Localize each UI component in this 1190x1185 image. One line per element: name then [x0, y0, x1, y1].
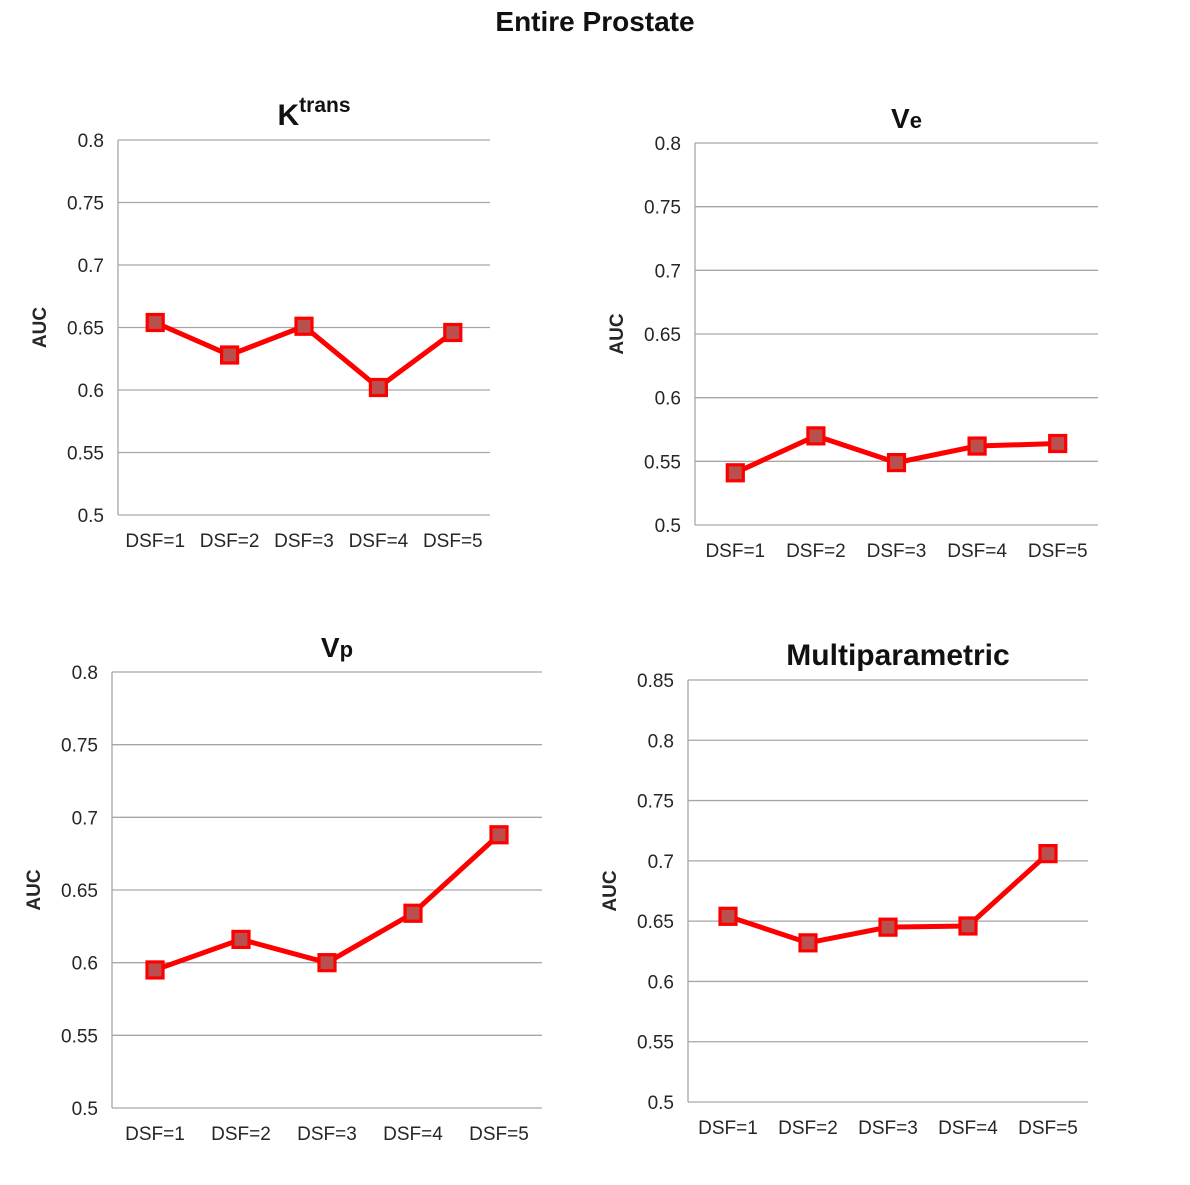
data-point-marker	[294, 316, 314, 336]
data-point-marker	[145, 960, 165, 980]
chart-panel-ktrans: 0.5 0.55 0.6 0.65 0.7 0.75 0.8 DSF=1 DSF=2 DSF=3 D…	[20, 72, 560, 577]
data-point-marker	[886, 453, 907, 473]
chart-title: Vp	[321, 632, 353, 663]
x-tick-label: DSF=4	[947, 541, 1007, 562]
y-tick-label: 0.7	[72, 808, 98, 829]
chart-title: Ve	[891, 103, 922, 134]
data-point-marker	[403, 903, 423, 923]
data-point-marker	[1048, 433, 1068, 454]
y-tick-label: 0.8	[655, 134, 681, 155]
y-tick-label: 0.5	[655, 516, 681, 537]
data-point-marker	[368, 377, 388, 398]
data-point-marker	[725, 463, 745, 483]
data-point-marker	[798, 933, 818, 953]
y-tick-label: 0.8	[72, 663, 98, 684]
y-tick-label: 0.65	[61, 881, 98, 902]
data-point-marker	[958, 916, 978, 936]
chart-title: Ktrans	[277, 94, 350, 132]
y-axis-title: AUC	[24, 869, 45, 910]
chart-panel-vp: 0.5 0.55 0.6 0.65 0.7 0.75 0.8 DSF=1 DSF=2 DSF=3 D…	[20, 610, 580, 1170]
x-tick-label: DSF=3	[867, 541, 927, 562]
chart-panel-ve: 0.5 0.55 0.6 0.65 0.7 0.75 0.8 DSF=1 DSF=2 DSF=3 D…	[600, 72, 1145, 582]
y-tick-label: 0.65	[644, 325, 681, 346]
y-tick-label: 0.75	[67, 194, 104, 215]
y-tick-label: 0.5	[648, 1093, 674, 1114]
x-tick-label: DSF=5	[423, 531, 483, 552]
y-tick-label: 0.6	[72, 954, 98, 975]
y-tick-label: 0.55	[67, 444, 104, 465]
chart-svg-vp: 0.5 0.55 0.6 0.65 0.7 0.75 0.8 DSF=1 DSF=2 DSF=3 D…	[24, 632, 542, 1145]
data-point-marker	[718, 906, 738, 926]
x-tick-label: DSF=4	[938, 1118, 998, 1139]
data-point-marker	[1038, 844, 1058, 864]
chart-title: Multiparametric	[786, 639, 1009, 672]
data-point-marker	[967, 436, 987, 456]
y-tick-label: 0.55	[61, 1026, 98, 1047]
figure-title: Entire Prostate	[495, 6, 695, 37]
y-tick-label: 0.7	[648, 852, 674, 873]
x-tick-label: DSF=1	[125, 531, 185, 552]
x-tick-label: DSF=3	[297, 1124, 357, 1145]
chart-svg-ve: 0.5 0.55 0.6 0.65 0.7 0.75 0.8 DSF=1 DSF=2 DSF=3 D…	[607, 103, 1098, 562]
x-tick-label: DSF=1	[125, 1124, 185, 1145]
chart-panel-multiparametric: 0.5 0.55 0.6 0.65 0.7 0.75 0.8 0.85 DSF=1 DSF=2 DS…	[600, 610, 1160, 1165]
y-axis-title: AUC	[600, 870, 621, 911]
x-tick-label: DSF=3	[274, 531, 334, 552]
x-tick-label: DSF=1	[705, 541, 765, 562]
y-tick-label: 0.7	[78, 256, 104, 277]
data-point-marker	[489, 825, 509, 845]
chart-svg-multiparametric: 0.5 0.55 0.6 0.65 0.7 0.75 0.8 0.85 DSF=1 DSF=2 DS…	[600, 639, 1088, 1139]
y-tick-label: 0.8	[648, 731, 674, 752]
y-tick-label: 0.55	[644, 452, 681, 473]
y-tick-label: 0.5	[72, 1099, 98, 1120]
x-tick-label: DSF=4	[383, 1124, 443, 1145]
x-tick-label: DSF=3	[858, 1118, 918, 1139]
y-tick-label: 0.75	[637, 792, 674, 813]
data-point-marker	[317, 953, 337, 973]
data-point-marker	[806, 426, 826, 446]
data-point-marker	[443, 322, 463, 343]
data-point-marker	[231, 929, 251, 950]
y-tick-label: 0.65	[637, 912, 674, 933]
x-tick-label: DSF=4	[349, 531, 409, 552]
y-tick-label: 0.75	[644, 198, 681, 219]
data-point-marker	[145, 312, 165, 333]
y-axis-title: AUC	[607, 313, 628, 354]
x-tick-label: DSF=1	[698, 1118, 758, 1139]
y-axis-title: AUC	[30, 307, 51, 348]
y-tick-label: 0.6	[655, 389, 681, 410]
y-tick-label: 0.8	[78, 131, 104, 152]
y-tick-label: 0.7	[655, 261, 681, 282]
x-tick-label: DSF=2	[200, 531, 260, 552]
x-tick-label: DSF=5	[1018, 1118, 1078, 1139]
x-tick-label: DSF=5	[469, 1124, 529, 1145]
y-tick-label: 0.6	[78, 381, 104, 402]
y-tick-label: 0.75	[61, 736, 98, 757]
y-tick-label: 0.55	[637, 1033, 674, 1054]
y-tick-label: 0.5	[78, 506, 104, 527]
y-tick-label: 0.65	[67, 319, 104, 340]
data-point-marker	[220, 345, 240, 365]
x-tick-label: DSF=5	[1028, 541, 1088, 562]
chart-svg-ktrans: 0.5 0.55 0.6 0.65 0.7 0.75 0.8 DSF=1 DSF=2 DSF=3 D…	[30, 94, 490, 552]
y-tick-label: 0.85	[637, 671, 674, 692]
data-line	[154, 832, 501, 973]
y-tick-label: 0.6	[648, 972, 674, 993]
data-point-marker	[878, 917, 898, 937]
x-tick-label: DSF=2	[778, 1118, 838, 1139]
x-tick-label: DSF=2	[786, 541, 846, 562]
x-tick-label: DSF=2	[211, 1124, 271, 1145]
